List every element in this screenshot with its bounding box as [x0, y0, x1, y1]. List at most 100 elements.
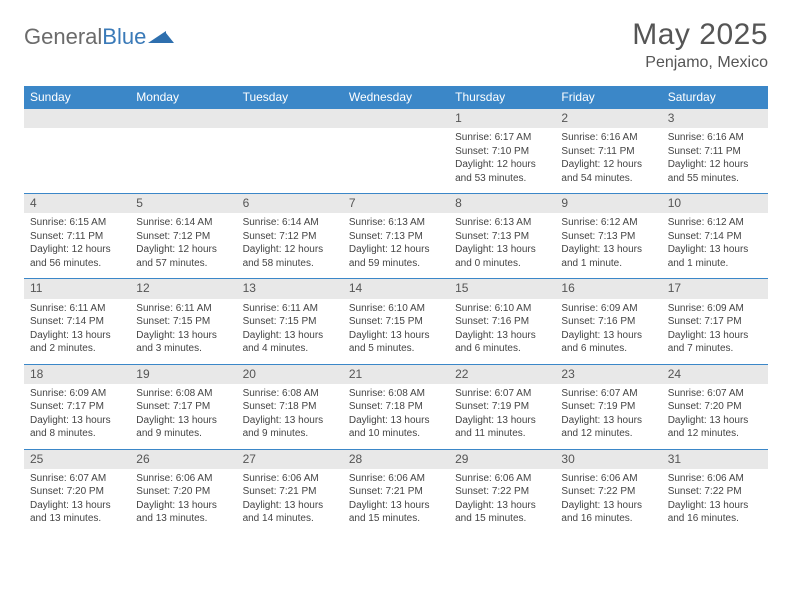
day-detail: Sunrise: 6:07 AMSunset: 7:19 PMDaylight:…: [449, 384, 555, 449]
day-number-cell: [343, 109, 449, 129]
day-detail: Sunrise: 6:06 AMSunset: 7:22 PMDaylight:…: [555, 469, 661, 534]
calendar-header-row: SundayMondayTuesdayWednesdayThursdayFrid…: [24, 86, 768, 109]
day-number-cell: 10: [662, 194, 768, 214]
day-detail: Sunrise: 6:13 AMSunset: 7:13 PMDaylight:…: [449, 213, 555, 278]
day-detail: Sunrise: 6:07 AMSunset: 7:19 PMDaylight:…: [555, 384, 661, 449]
day-detail: Sunrise: 6:07 AMSunset: 7:20 PMDaylight:…: [24, 469, 130, 534]
day-number: 19: [130, 365, 236, 384]
week-body-row: Sunrise: 6:09 AMSunset: 7:17 PMDaylight:…: [24, 384, 768, 450]
day-body-cell: Sunrise: 6:15 AMSunset: 7:11 PMDaylight:…: [24, 213, 130, 279]
week-daynum-row: 123: [24, 109, 768, 129]
day-detail: Sunrise: 6:17 AMSunset: 7:10 PMDaylight:…: [449, 128, 555, 193]
day-number: 4: [24, 194, 130, 213]
day-number-cell: 28: [343, 449, 449, 469]
day-number: 3: [662, 109, 768, 128]
day-detail: Sunrise: 6:14 AMSunset: 7:12 PMDaylight:…: [130, 213, 236, 278]
day-number: 26: [130, 450, 236, 469]
day-number: 27: [237, 450, 343, 469]
day-number-cell: 24: [662, 364, 768, 384]
day-body-cell: Sunrise: 6:08 AMSunset: 7:17 PMDaylight:…: [130, 384, 236, 450]
day-detail: Sunrise: 6:11 AMSunset: 7:15 PMDaylight:…: [237, 299, 343, 364]
day-detail: Sunrise: 6:12 AMSunset: 7:14 PMDaylight:…: [662, 213, 768, 278]
day-body-cell: Sunrise: 6:10 AMSunset: 7:16 PMDaylight:…: [449, 299, 555, 365]
day-detail: Sunrise: 6:10 AMSunset: 7:15 PMDaylight:…: [343, 299, 449, 364]
weekday-header: Saturday: [662, 86, 768, 109]
day-detail: Sunrise: 6:16 AMSunset: 7:11 PMDaylight:…: [662, 128, 768, 193]
day-number-cell: 18: [24, 364, 130, 384]
day-number-cell: 6: [237, 194, 343, 214]
day-detail: Sunrise: 6:06 AMSunset: 7:20 PMDaylight:…: [130, 469, 236, 534]
day-number-cell: [24, 109, 130, 129]
weekday-header: Monday: [130, 86, 236, 109]
day-number: 9: [555, 194, 661, 213]
location: Penjamo, Mexico: [632, 54, 768, 72]
day-body-cell: Sunrise: 6:13 AMSunset: 7:13 PMDaylight:…: [449, 213, 555, 279]
brand-name-blue: Blue: [102, 24, 146, 49]
week-body-row: Sunrise: 6:15 AMSunset: 7:11 PMDaylight:…: [24, 213, 768, 279]
day-body-cell: Sunrise: 6:07 AMSunset: 7:20 PMDaylight:…: [662, 384, 768, 450]
day-number: 17: [662, 279, 768, 298]
day-body-cell: Sunrise: 6:06 AMSunset: 7:22 PMDaylight:…: [449, 469, 555, 534]
day-body-cell: [24, 128, 130, 194]
day-detail: Sunrise: 6:06 AMSunset: 7:21 PMDaylight:…: [343, 469, 449, 534]
day-number-cell: 15: [449, 279, 555, 299]
day-number: 22: [449, 365, 555, 384]
day-number: 13: [237, 279, 343, 298]
day-number: 28: [343, 450, 449, 469]
week-body-row: Sunrise: 6:17 AMSunset: 7:10 PMDaylight:…: [24, 128, 768, 194]
day-detail: Sunrise: 6:08 AMSunset: 7:18 PMDaylight:…: [343, 384, 449, 449]
day-number-cell: 25: [24, 449, 130, 469]
day-number: 21: [343, 365, 449, 384]
day-number-cell: [237, 109, 343, 129]
day-number-cell: 9: [555, 194, 661, 214]
day-detail: Sunrise: 6:13 AMSunset: 7:13 PMDaylight:…: [343, 213, 449, 278]
day-body-cell: Sunrise: 6:06 AMSunset: 7:21 PMDaylight:…: [343, 469, 449, 534]
day-number-cell: 1: [449, 109, 555, 129]
day-number: 29: [449, 450, 555, 469]
day-number-cell: 31: [662, 449, 768, 469]
day-body-cell: Sunrise: 6:16 AMSunset: 7:11 PMDaylight:…: [662, 128, 768, 194]
day-body-cell: Sunrise: 6:12 AMSunset: 7:13 PMDaylight:…: [555, 213, 661, 279]
day-number: 20: [237, 365, 343, 384]
weekday-header: Friday: [555, 86, 661, 109]
day-body-cell: Sunrise: 6:07 AMSunset: 7:19 PMDaylight:…: [449, 384, 555, 450]
day-number: 31: [662, 450, 768, 469]
day-number-cell: 2: [555, 109, 661, 129]
day-body-cell: Sunrise: 6:16 AMSunset: 7:11 PMDaylight:…: [555, 128, 661, 194]
day-body-cell: Sunrise: 6:17 AMSunset: 7:10 PMDaylight:…: [449, 128, 555, 194]
day-number-cell: 29: [449, 449, 555, 469]
week-daynum-row: 25262728293031: [24, 449, 768, 469]
brand-mark-icon: [148, 27, 174, 47]
day-number: 16: [555, 279, 661, 298]
day-number-cell: 11: [24, 279, 130, 299]
day-body-cell: Sunrise: 6:06 AMSunset: 7:22 PMDaylight:…: [662, 469, 768, 534]
day-number: 25: [24, 450, 130, 469]
day-body-cell: Sunrise: 6:11 AMSunset: 7:15 PMDaylight:…: [130, 299, 236, 365]
day-number: 14: [343, 279, 449, 298]
day-number: 2: [555, 109, 661, 128]
day-body-cell: [343, 128, 449, 194]
day-number-cell: 30: [555, 449, 661, 469]
day-number-cell: 7: [343, 194, 449, 214]
week-body-row: Sunrise: 6:07 AMSunset: 7:20 PMDaylight:…: [24, 469, 768, 534]
weekday-header: Thursday: [449, 86, 555, 109]
day-number-cell: 19: [130, 364, 236, 384]
day-detail: Sunrise: 6:09 AMSunset: 7:17 PMDaylight:…: [24, 384, 130, 449]
day-number-cell: 5: [130, 194, 236, 214]
brand-name: GeneralBlue: [24, 24, 146, 50]
day-number-cell: 8: [449, 194, 555, 214]
day-number: 6: [237, 194, 343, 213]
day-number: 24: [662, 365, 768, 384]
weekday-header: Wednesday: [343, 86, 449, 109]
day-detail: Sunrise: 6:09 AMSunset: 7:16 PMDaylight:…: [555, 299, 661, 364]
day-body-cell: Sunrise: 6:07 AMSunset: 7:20 PMDaylight:…: [24, 469, 130, 534]
day-number: 10: [662, 194, 768, 213]
day-number: 12: [130, 279, 236, 298]
day-body-cell: [237, 128, 343, 194]
day-body-cell: Sunrise: 6:06 AMSunset: 7:20 PMDaylight:…: [130, 469, 236, 534]
day-number-cell: 23: [555, 364, 661, 384]
day-number-cell: 4: [24, 194, 130, 214]
day-body-cell: Sunrise: 6:09 AMSunset: 7:17 PMDaylight:…: [662, 299, 768, 365]
week-daynum-row: 11121314151617: [24, 279, 768, 299]
day-number-cell: [130, 109, 236, 129]
